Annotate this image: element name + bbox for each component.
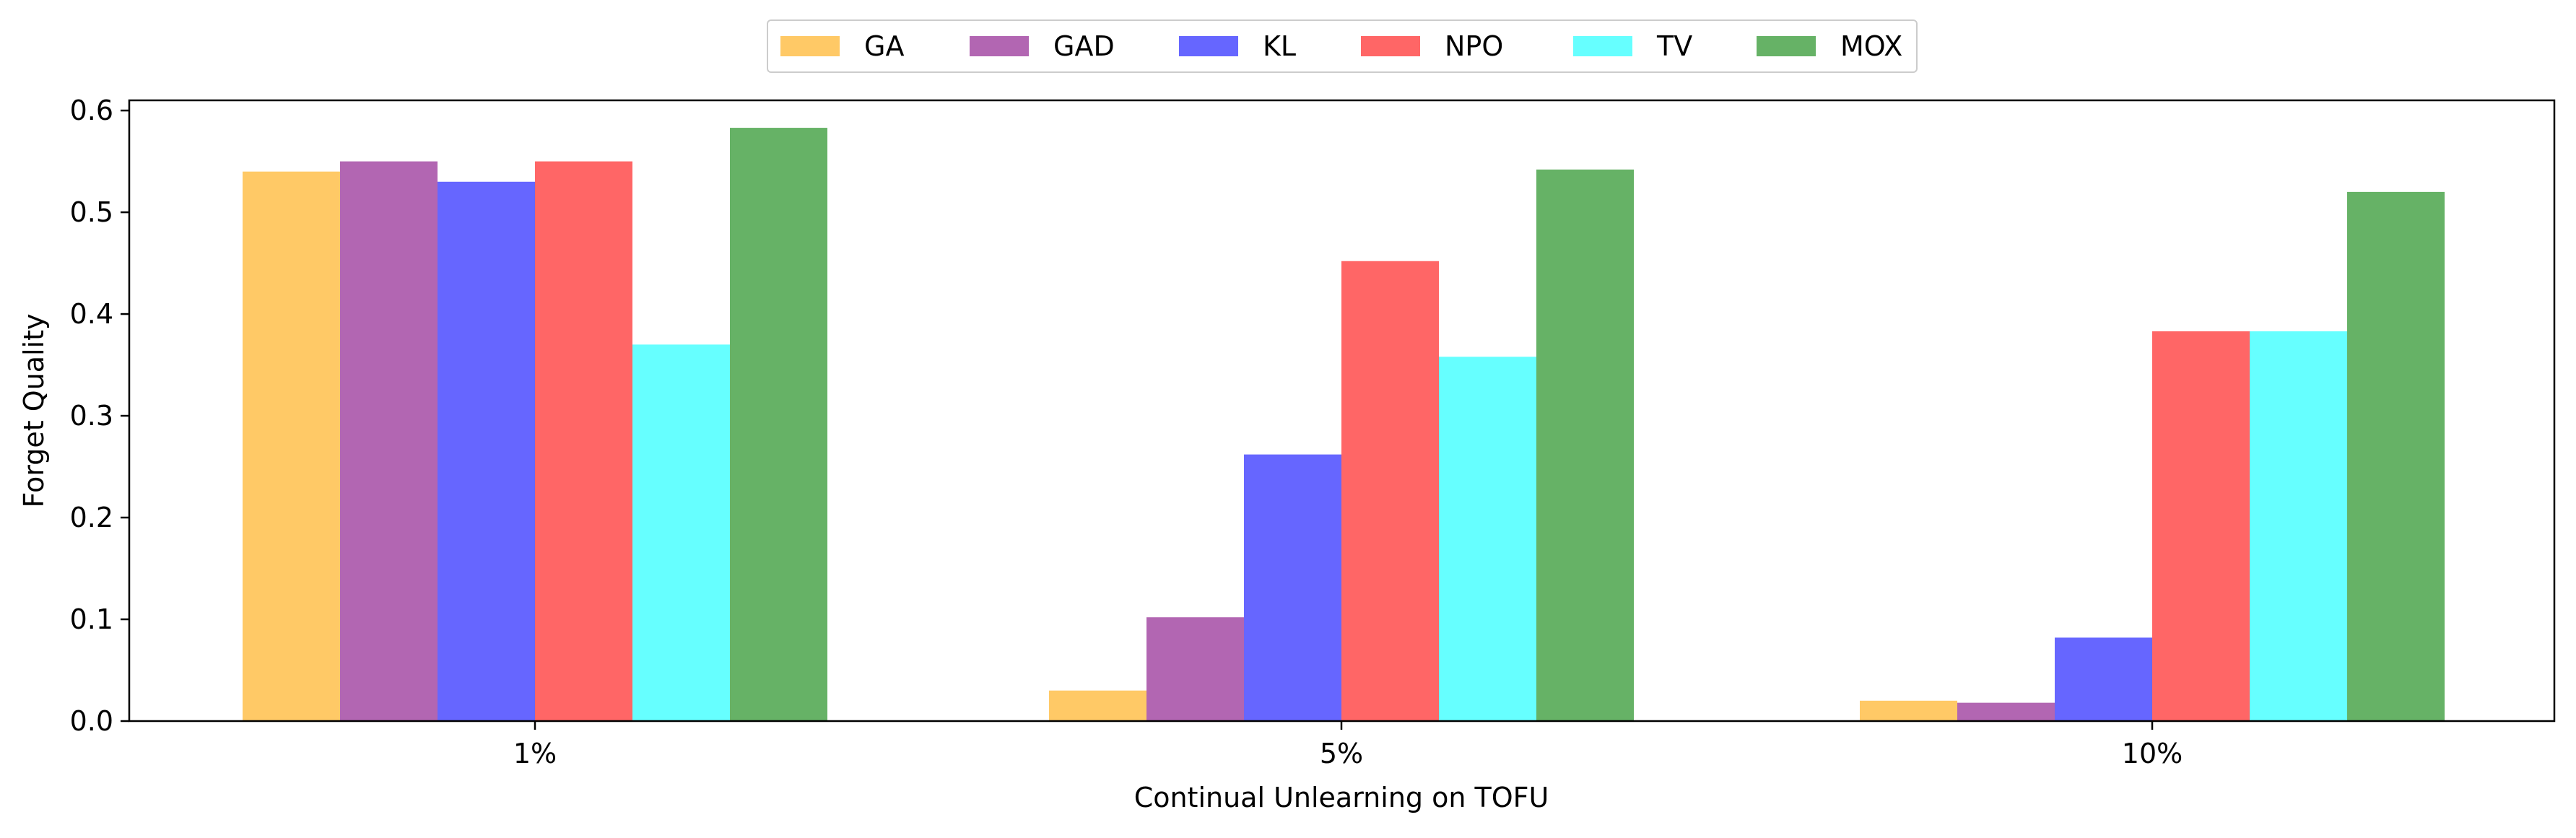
y-tick-label: 0.3: [70, 400, 113, 432]
legend-frame: [767, 19, 1918, 73]
x-axis: 1% 5% 10%: [513, 721, 2183, 769]
bar-npo-0: [535, 161, 632, 722]
bars-layer: [243, 128, 2445, 722]
legend-swatch-tv: [1573, 36, 1632, 56]
y-tick-label: 0.5: [70, 196, 113, 228]
legend-swatch-kl: [1179, 36, 1238, 56]
bar-ga-2: [1860, 700, 1957, 721]
y-tick-label: 0.6: [70, 95, 113, 126]
legend-label-tv: TV: [1656, 30, 1692, 62]
bar-gad-2: [1957, 702, 2055, 721]
y-axis: 0.0 0.1 0.2 0.3 0.4 0.5 0.6: [70, 95, 129, 737]
bar-kl-2: [2055, 637, 2152, 721]
bar-mox-1: [1536, 169, 1634, 722]
legend-swatch-ga: [780, 36, 840, 56]
y-tick-label: 0.1: [70, 603, 113, 635]
bar-tv-1: [1439, 357, 1536, 721]
legend-label-gad: GAD: [1053, 30, 1115, 62]
legend-label-npo: NPO: [1445, 30, 1503, 62]
x-axis-label: Continual Unlearning on TOFU: [1134, 782, 1549, 813]
bar-npo-2: [2152, 331, 2250, 721]
x-tick-label: 10%: [2122, 738, 2183, 769]
legend-label-mox: MOX: [1840, 30, 1902, 62]
y-tick-label: 0.4: [70, 298, 113, 330]
bar-kl-0: [438, 181, 535, 722]
bar-tv-2: [2250, 331, 2347, 721]
y-axis-label: Forget Quality: [18, 314, 50, 508]
bar-gad-0: [340, 161, 438, 722]
bar-mox-2: [2347, 191, 2445, 721]
legend-swatch-npo: [1361, 36, 1420, 56]
legend-label-kl: KL: [1263, 30, 1296, 62]
bar-kl-1: [1244, 454, 1341, 721]
y-tick-label: 0.0: [70, 705, 113, 737]
x-tick-label: 1%: [513, 738, 557, 769]
bar-ga-0: [243, 171, 340, 721]
legend: GA GAD KL NPO TV MOX: [767, 19, 1918, 73]
bar-gad-1: [1146, 617, 1244, 721]
legend-swatch-mox: [1757, 36, 1816, 56]
y-tick-label: 0.2: [70, 502, 113, 533]
bar-tv-0: [632, 344, 730, 721]
legend-swatch-gad: [970, 36, 1029, 56]
bar-npo-1: [1341, 261, 1439, 721]
legend-label-ga: GA: [864, 30, 904, 62]
bar-mox-0: [730, 128, 827, 722]
bar-ga-1: [1049, 690, 1146, 721]
x-tick-label: 5%: [1320, 738, 1363, 769]
